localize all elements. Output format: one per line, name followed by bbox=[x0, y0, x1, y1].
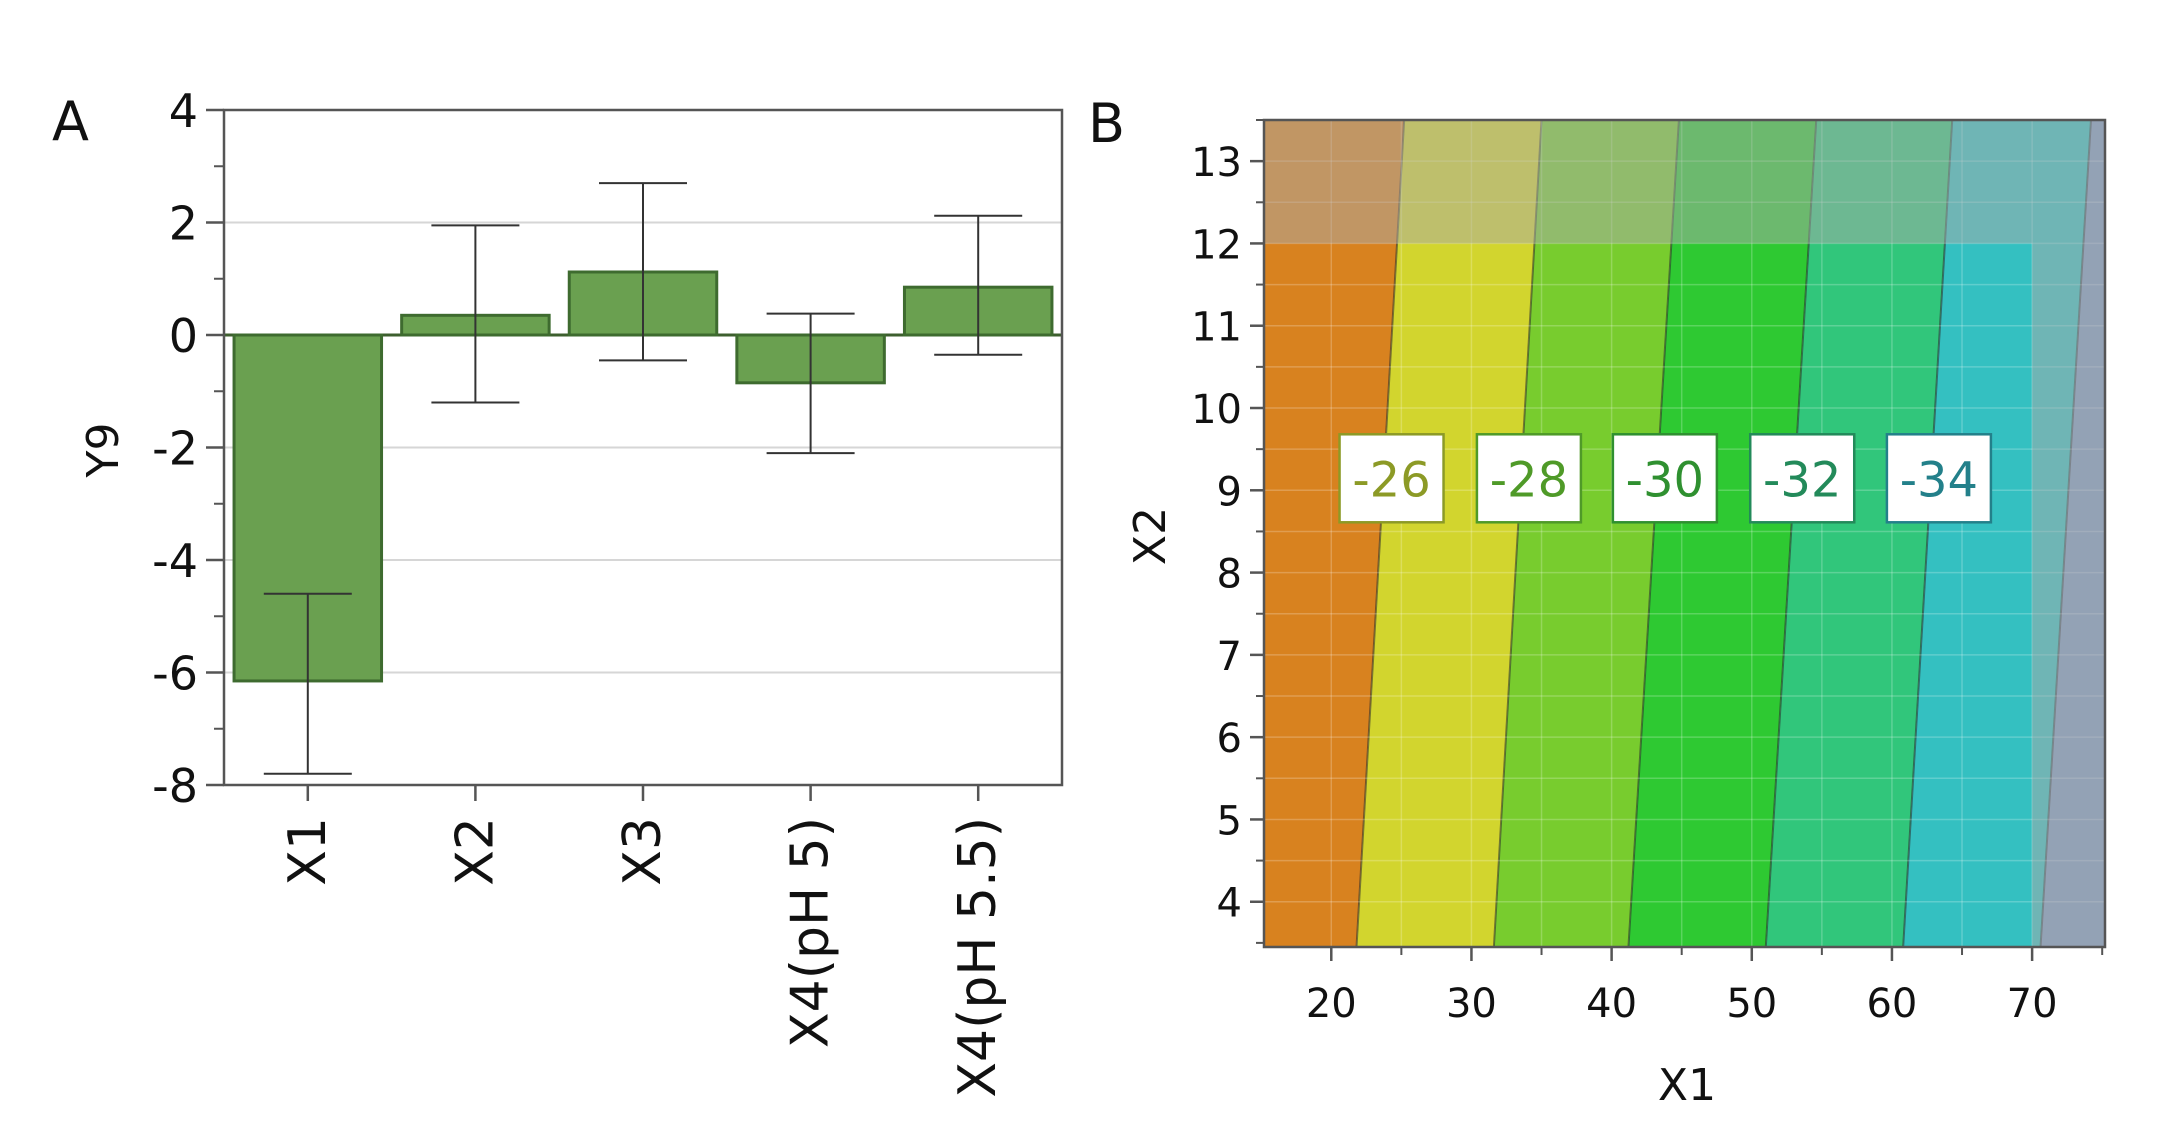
contour-label: -30 bbox=[1626, 452, 1704, 508]
contour-label-box bbox=[1475, 433, 1583, 524]
y-tick-label: 12 bbox=[1191, 222, 1242, 268]
panel-a-y-ticks: 4 2 0 -2 -4 -6 -8 bbox=[152, 84, 224, 813]
contour-line-2 bbox=[1627, 120, 1680, 947]
panel-b-shaded-region bbox=[1264, 120, 2105, 947]
panel-b-x-axis-label: X1 bbox=[1658, 1060, 1716, 1111]
y-tick-label: -4 bbox=[152, 534, 198, 588]
y-tick-label: -8 bbox=[152, 759, 198, 813]
contour-label-box bbox=[1748, 433, 1856, 524]
contour-label-box bbox=[1885, 433, 1993, 524]
x-tick-label: X4(pH 5.5) bbox=[948, 817, 1008, 1098]
shade-top bbox=[1264, 120, 2105, 244]
y-tick-label: 11 bbox=[1191, 305, 1242, 351]
contour-label: -26 bbox=[1352, 452, 1430, 508]
contour-band-2 bbox=[1493, 120, 1679, 947]
y-tick-label: -6 bbox=[152, 647, 198, 701]
y-tick-label: 4 bbox=[169, 84, 198, 138]
panel-b-y-axis-label: X2 bbox=[1125, 507, 1176, 565]
shade-right bbox=[2032, 243, 2105, 947]
y-tick-label: 5 bbox=[1217, 798, 1242, 844]
panel-b-plot-frame bbox=[1262, 118, 2107, 949]
y-tick-label: -2 bbox=[152, 422, 198, 476]
contour-band-0 bbox=[1264, 120, 1405, 947]
x-tick-label: X4(pH 5) bbox=[781, 817, 841, 1048]
y-tick-label: 7 bbox=[1217, 634, 1242, 680]
y-tick-label: 6 bbox=[1217, 716, 1242, 762]
contour-label-box bbox=[1338, 433, 1445, 524]
panel-a-x-tick-labels: X1 X2 X3 X4(pH 5) X4(pH 5.5) bbox=[278, 785, 1008, 1098]
x-tick-label: 40 bbox=[1586, 981, 1637, 1027]
y-tick-label: 8 bbox=[1217, 552, 1242, 598]
contour-label: -32 bbox=[1763, 452, 1841, 508]
x-tick-label: X3 bbox=[613, 817, 673, 886]
panel-a-label: A bbox=[52, 90, 89, 153]
panel-b-x-ticks: 20 30 40 50 60 70 bbox=[1306, 947, 2104, 1027]
panel-b-contour-labels: -26 -28 -30 -32 -34 bbox=[1338, 433, 1993, 524]
contour-band-3 bbox=[1628, 120, 1817, 947]
x-tick-label: X2 bbox=[445, 817, 505, 886]
panel-a-y-axis-label: Y9 bbox=[78, 423, 129, 479]
contour-label: -28 bbox=[1490, 452, 1568, 508]
panel-b-label: B bbox=[1088, 92, 1125, 155]
y-tick-label: 2 bbox=[169, 197, 198, 251]
panel-a-error-bars bbox=[263, 182, 1023, 775]
contour-band-4 bbox=[1765, 120, 1953, 947]
panel-a-bars bbox=[232, 270, 1054, 683]
x-tick-label: 20 bbox=[1306, 981, 1357, 1027]
contour-label: -34 bbox=[1900, 452, 1978, 508]
y-tick-label: 0 bbox=[169, 309, 198, 363]
y-tick-label: 13 bbox=[1191, 140, 1242, 186]
x-tick-label: 50 bbox=[1726, 981, 1777, 1027]
x-tick-label: 60 bbox=[1866, 981, 1917, 1027]
y-tick-label: 10 bbox=[1191, 387, 1242, 433]
contour-line-0 bbox=[1355, 120, 1406, 947]
y-tick-label: 4 bbox=[1217, 881, 1242, 927]
x-tick-label: X1 bbox=[278, 817, 338, 886]
contour-line-4 bbox=[1902, 120, 1954, 947]
contour-line-3 bbox=[1764, 120, 1818, 947]
contour-line-1 bbox=[1492, 120, 1543, 947]
contour-label-box bbox=[1611, 433, 1719, 524]
x-tick-label: 30 bbox=[1446, 981, 1497, 1027]
contour-band-1 bbox=[1356, 120, 1542, 947]
panel-b-y-ticks: 4 5 6 7 8 9 10 11 12 13 bbox=[1191, 119, 1264, 944]
x-tick-label: 70 bbox=[2007, 981, 2058, 1027]
y-tick-label: 9 bbox=[1217, 469, 1242, 515]
